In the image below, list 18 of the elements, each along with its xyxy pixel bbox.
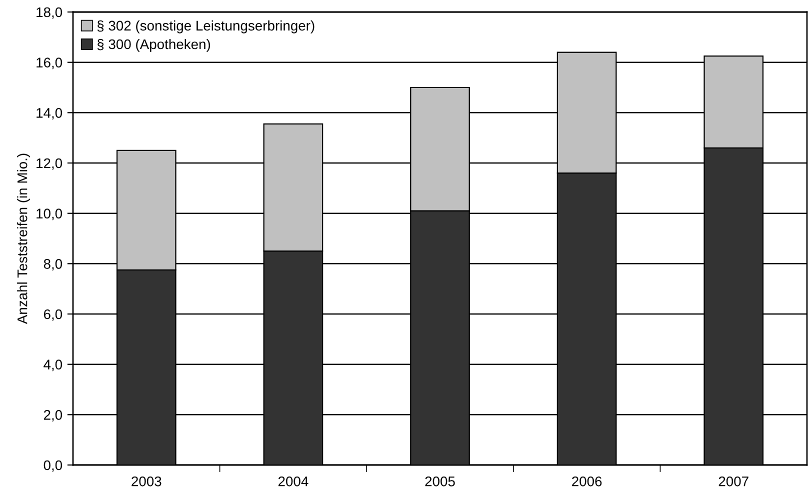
y-axis-title: Anzahl Teststreifen (in Mio.) [17,154,30,324]
y-tick-label: 12,0 [36,158,62,170]
legend-label: § 300 (Apotheken) [97,38,210,52]
y-tick-label: 14,0 [36,108,62,120]
y-tick-label: 8,0 [44,259,62,270]
x-tick-label: 2005 [425,476,455,486]
y-tick-label: 4,0 [44,360,62,372]
y-tick-label: 16,0 [36,58,62,70]
y-tick-label: 2,0 [44,410,62,422]
y-tick-label: 18,0 [36,7,62,19]
y-tick-label: 10,0 [36,208,62,220]
y-tick-label: 0,0 [44,460,62,472]
x-tick-label: 2006 [572,476,602,486]
legend-label: § 302 (sonstige Leistungserbringer) [97,20,314,34]
x-tick-label: 2004 [278,476,308,486]
x-tick-label: 2007 [718,476,748,486]
y-tick-label: 6,0 [44,309,62,321]
x-tick-label: 2003 [132,476,162,486]
